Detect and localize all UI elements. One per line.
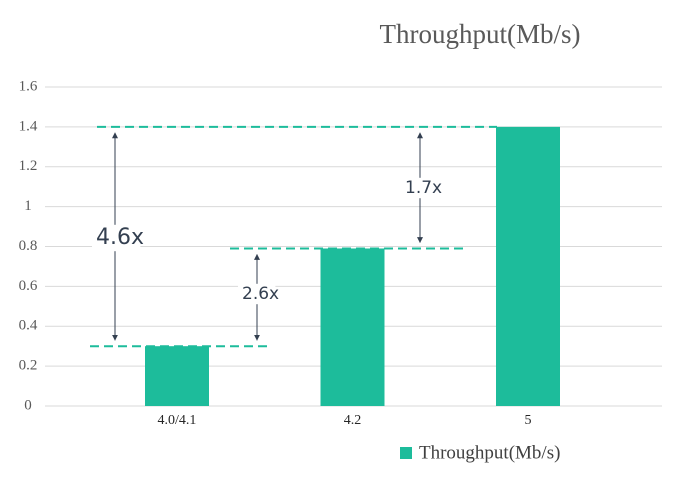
legend-label: Throughput(Mb/s)	[419, 442, 560, 463]
y-tick-label: 1.4	[19, 118, 38, 134]
y-tick-label: 0.8	[19, 238, 38, 254]
annotation-label: 1.7x	[405, 178, 442, 198]
x-tick-label: 4.0/4.1	[158, 413, 197, 428]
y-tick-label: 0.2	[19, 358, 38, 374]
y-tick-label: 0.6	[19, 278, 38, 294]
annotation-label: 2.6x	[242, 284, 279, 304]
annotation-bg	[92, 224, 141, 252]
y-tick-label: 0.4	[19, 318, 38, 334]
annotation-bg	[238, 283, 276, 305]
chart-title: Throughput(Mb/s)	[380, 19, 581, 49]
annotation-bg	[401, 177, 439, 199]
y-tick-label: 0	[24, 397, 32, 413]
bar	[320, 248, 385, 406]
y-tick-label: 1.6	[19, 78, 38, 94]
legend-swatch	[400, 447, 412, 459]
bar	[145, 346, 209, 406]
x-tick-label: 4.2	[344, 413, 362, 428]
bar	[496, 126, 560, 406]
y-tick-label: 1	[24, 198, 32, 214]
annotation-label: 4.6x	[96, 225, 144, 250]
y-tick-label: 1.2	[19, 158, 38, 174]
x-tick-label: 5	[525, 413, 532, 428]
